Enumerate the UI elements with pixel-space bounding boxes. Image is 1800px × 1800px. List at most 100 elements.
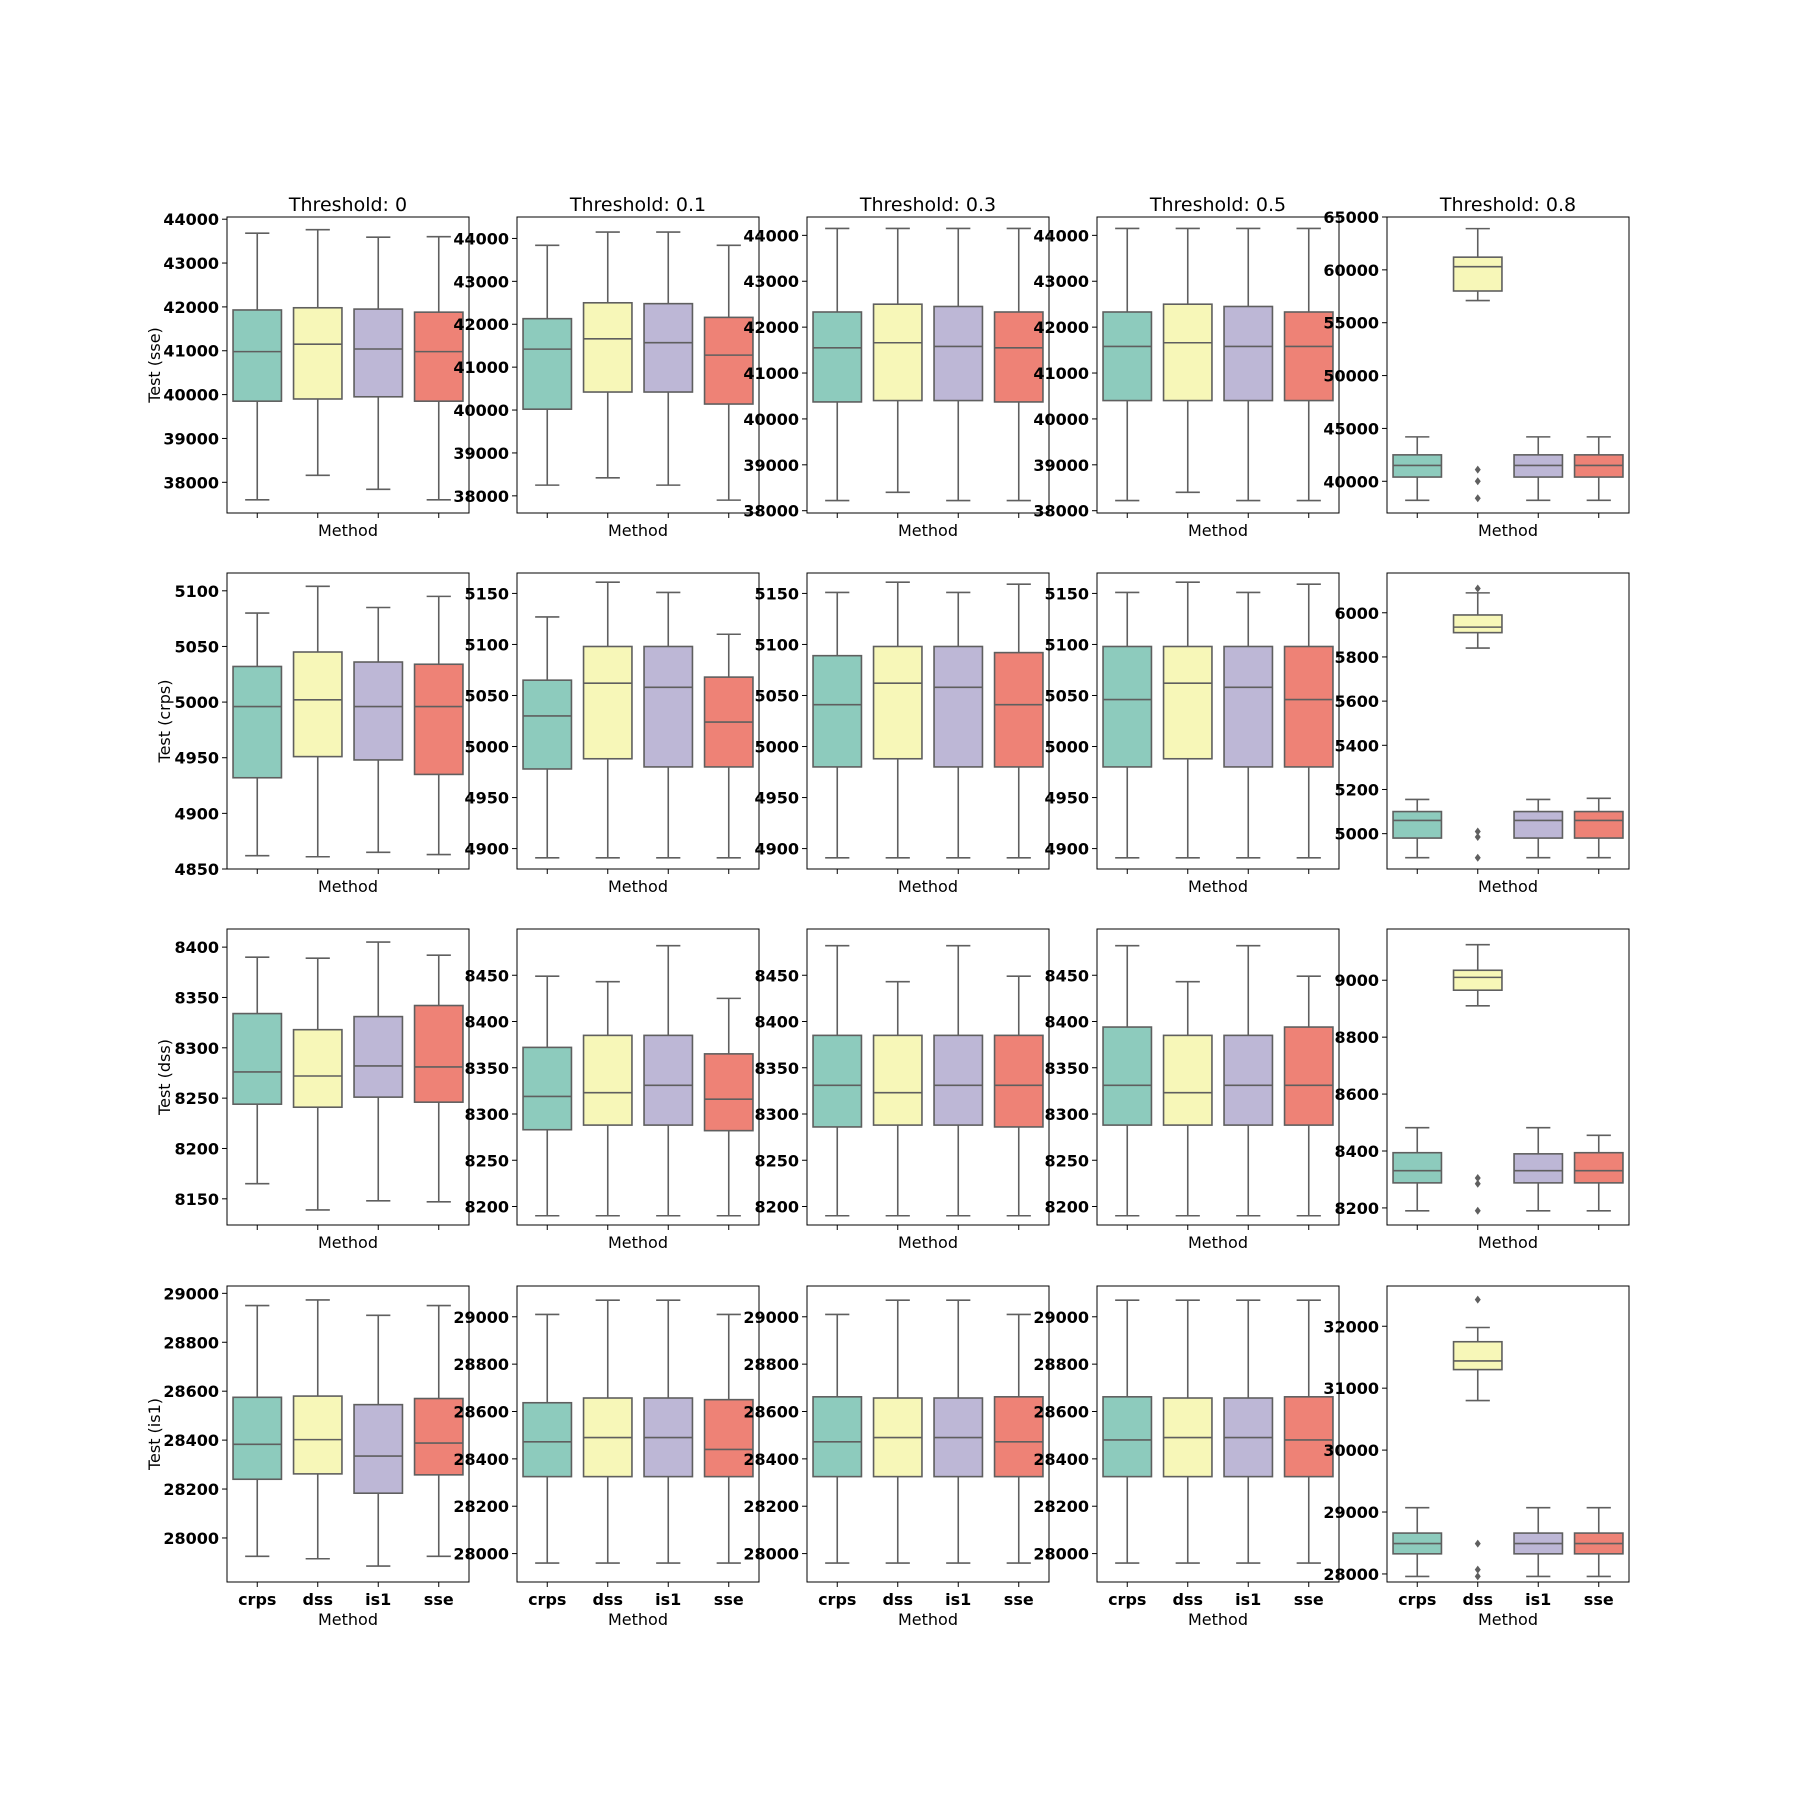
box-sse [1283,1026,1334,1126]
y-tick-label: 40000 [743,410,799,429]
outlier-point [1474,1565,1481,1574]
y-tick-label: 8350 [754,1059,799,1078]
y-tick-label: 29000 [163,1284,219,1303]
outlier-point [1474,494,1481,503]
box-sse [1283,311,1334,402]
y-tick-label: 28600 [1033,1403,1089,1422]
box-dss [872,303,923,402]
box-sse [1283,645,1334,768]
x-tick-label-is1: is1 [1235,1590,1261,1609]
panel-r2-c4: 4900 4950 5000 5050 5100 5150 Method [1044,572,1340,896]
panel-r3-c3: 8200 8250 8300 8350 8400 8450 Method [754,928,1050,1252]
axes-frame [516,572,760,870]
y-tick-label: 5600 [1334,692,1379,711]
box-dss [1162,645,1213,760]
box-crps [232,1012,283,1105]
axes-frame [1096,928,1340,1226]
y-tick-label: 41000 [743,364,799,383]
x-axis-label: Method [898,1233,958,1252]
y-tick-label: 30000 [1323,1441,1379,1460]
y-tick-label: 28400 [453,1450,509,1469]
y-tick-label: 5100 [754,635,799,654]
y-tick-label: 5400 [1334,736,1379,755]
y-tick-label: 41000 [453,358,509,377]
y-tick-label: 5000 [1044,738,1089,757]
panel-r2-c2: 4900 4950 5000 5050 5100 5150 Method [464,572,760,896]
box-sse [413,1397,464,1476]
y-tick-label: 5050 [174,637,219,656]
panel-r1-c5: 40000 45000 50000 55000 60000 65000 Method Thre… [1323,194,1630,540]
y-axis-label: Test (dss) [155,1039,174,1116]
y-tick-label: 28400 [743,1450,799,1469]
panel-r3-c5: 8200 8400 8600 8800 9000 Method [1334,928,1630,1252]
x-tick-label-sse: sse [424,1590,454,1609]
box-dss [1162,1034,1213,1126]
panel-r1-c4: 38000 39000 40000 41000 42000 43000 44000 Metho… [1033,194,1340,540]
y-tick-label: 4900 [464,840,509,859]
y-tick-label: 5150 [1044,584,1089,603]
y-tick-label: 28800 [163,1333,219,1352]
x-axis-label: Method [898,877,958,896]
y-tick-label: 5000 [464,738,509,757]
x-tick-label-is1: is1 [1525,1590,1551,1609]
y-tick-label: 5000 [1334,825,1379,844]
y-tick-label: 8450 [464,966,509,985]
y-tick-label: 5050 [754,686,799,705]
y-tick-label: 28200 [163,1480,219,1499]
x-tick-label-is1: is1 [365,1590,391,1609]
y-tick-label: 8250 [174,1089,219,1108]
y-tick-label: 42000 [453,315,509,334]
box-sse [993,651,1044,768]
box-sse [1573,1151,1624,1184]
box-sse [703,316,754,405]
axes-frame [516,1285,760,1583]
box-sse [993,311,1044,403]
y-tick-label: 28000 [743,1545,799,1564]
box-is1 [353,1403,404,1495]
y-tick-label: 8800 [1334,1028,1379,1047]
y-tick-label: 4950 [174,749,219,768]
panel-r4-c1: 28000 28200 28400 28600 28800 29000 crps dss is1… [145,1284,470,1629]
panel-r2-c1: 4850 4900 4950 5000 5050 5100 Method Test (crps… [155,572,470,896]
y-tick-label: 39000 [1033,456,1089,475]
y-tick-label: 43000 [163,254,219,273]
y-axis-label: Test (crps) [155,680,174,764]
y-tick-label: 4900 [1044,840,1089,859]
x-tick-label-dss: dss [593,1590,624,1609]
y-tick-label: 43000 [1033,272,1089,291]
box-is1 [1513,810,1564,839]
panel-r1-c3: 38000 39000 40000 41000 42000 43000 44000 Metho… [743,194,1050,540]
box-sse [993,1034,1044,1128]
y-tick-label: 4950 [754,789,799,808]
axes-frame [516,928,760,1226]
y-tick-label: 8300 [464,1105,509,1124]
box-is1 [933,645,984,768]
y-tick-label: 65000 [1323,208,1379,227]
outlier-point [1474,1572,1481,1581]
box-sse [703,1053,754,1132]
y-tick-label: 42000 [163,298,219,317]
y-tick-label: 40000 [453,401,509,420]
panel-r4-c4: 28000 28200 28400 28600 28800 29000 crps dss is1… [1033,1285,1340,1629]
box-is1 [353,661,404,761]
x-tick-label-sse: sse [714,1590,744,1609]
box-crps [1102,1396,1153,1478]
panel-title: Threshold: 0.8 [1439,194,1576,216]
axes-frame [1386,216,1630,514]
y-tick-label: 8250 [464,1151,509,1170]
box-is1 [1223,645,1274,768]
box-is1 [933,305,984,402]
axes-frame [226,928,470,1226]
x-tick-label-crps: crps [1108,1590,1146,1609]
axes-frame [1096,572,1340,870]
axes-frame [1096,216,1340,514]
y-tick-label: 38000 [743,502,799,521]
x-tick-label-dss: dss [1173,1590,1204,1609]
panel-r3-c2: 8200 8250 8300 8350 8400 8450 Method [464,928,760,1252]
y-tick-label: 8250 [754,1151,799,1170]
y-tick-label: 28600 [453,1403,509,1422]
x-axis-label: Method [318,877,378,896]
y-tick-label: 50000 [1323,367,1379,386]
box-is1 [353,308,404,398]
y-tick-label: 4900 [174,804,219,823]
